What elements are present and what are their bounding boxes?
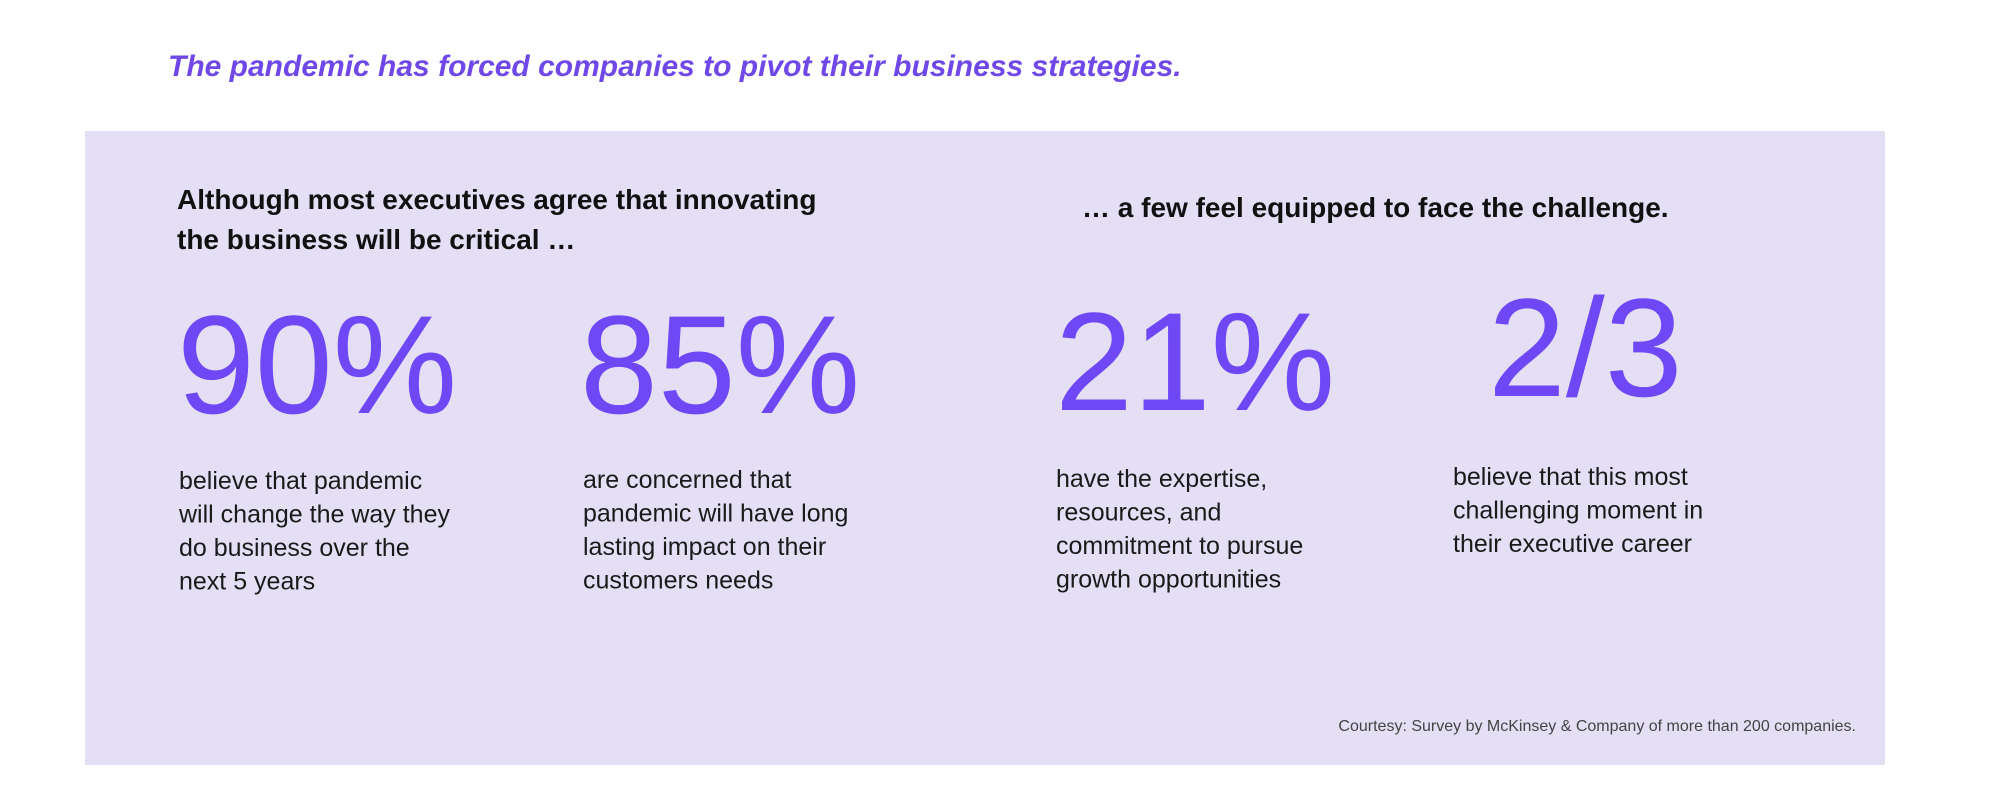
stat-description: believe that this most — [1453, 463, 1688, 491]
stat-description: will change the way they — [178, 501, 450, 529]
footnote: Courtesy: Survey by McKinsey & Company o… — [1338, 718, 1856, 735]
stat-value: 90% — [177, 286, 457, 443]
stat-description: have the expertise, — [1056, 465, 1267, 493]
stat-description: do business over the — [179, 534, 410, 562]
right-heading: … a few feel equipped to face the challe… — [1082, 192, 1669, 223]
stat-description: growth opportunities — [1056, 566, 1281, 594]
left-heading: Although most executives agree that inno… — [177, 184, 816, 215]
stat-description: commitment to pursue — [1056, 532, 1303, 560]
stat-description: their executive career — [1453, 530, 1692, 558]
stat-description: challenging moment in — [1453, 497, 1703, 525]
stat-value: 85% — [580, 286, 860, 443]
stat-description: lasting impact on their — [583, 533, 826, 561]
stat-value: 21% — [1055, 283, 1335, 440]
stat-description: believe that pandemic — [179, 467, 422, 495]
stat-value: 2/3 — [1488, 269, 1683, 426]
stat-description: are concerned that — [583, 466, 792, 494]
left-heading: the business will be critical … — [177, 224, 575, 255]
stat-description: next 5 years — [179, 568, 315, 596]
stat-description: customers needs — [583, 567, 773, 595]
panel — [85, 131, 1885, 765]
stat-description: pandemic will have long — [583, 500, 848, 528]
stat-description: resources, and — [1056, 499, 1221, 527]
title: The pandemic has forced companies to piv… — [168, 50, 1182, 83]
